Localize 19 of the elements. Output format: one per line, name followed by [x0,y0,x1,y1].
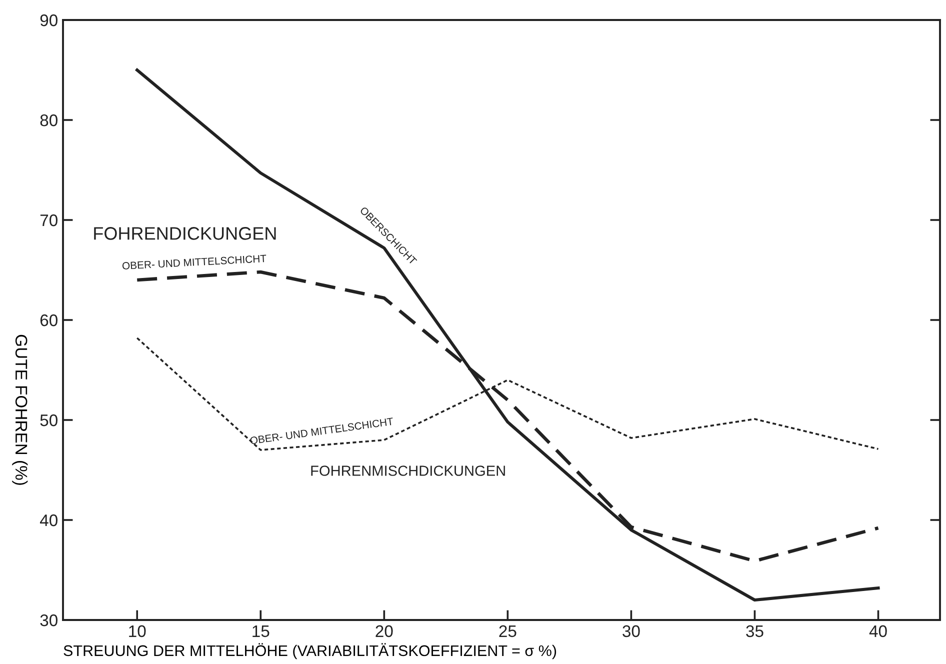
y-axis-title: GUTE FOHREN (%) [12,334,28,485]
x-tick-label: 15 [252,625,270,638]
y-tick-label: 80 [40,114,58,126]
x-tick-label: 25 [499,625,516,638]
y-tick-label: 30 [40,614,58,626]
x-tick-label: 35 [746,625,764,638]
series-label: OBER- UND MITTELSCHICHT [122,254,266,270]
x-tick-label: 40 [869,625,887,638]
y-tick-label: 50 [40,414,58,426]
x-tick-label: 10 [129,625,146,638]
x-tick-label: 20 [376,625,393,638]
x-axis-title: STREUUNG DER MITTELHÖHE (VARIABILITÄTSKOEFFIZIENT = σ %) [64,643,556,660]
x-tick-label: 30 [622,625,640,638]
annotation: FOHRENDICKUNGEN [94,227,276,240]
y-tick-label: 40 [40,514,58,526]
y-tick-label: 60 [40,314,58,326]
y-tick-label: 90 [40,14,58,26]
annotation: FOHRENMISCHDICKUNGEN [311,466,505,476]
y-tick-label: 70 [40,214,58,226]
